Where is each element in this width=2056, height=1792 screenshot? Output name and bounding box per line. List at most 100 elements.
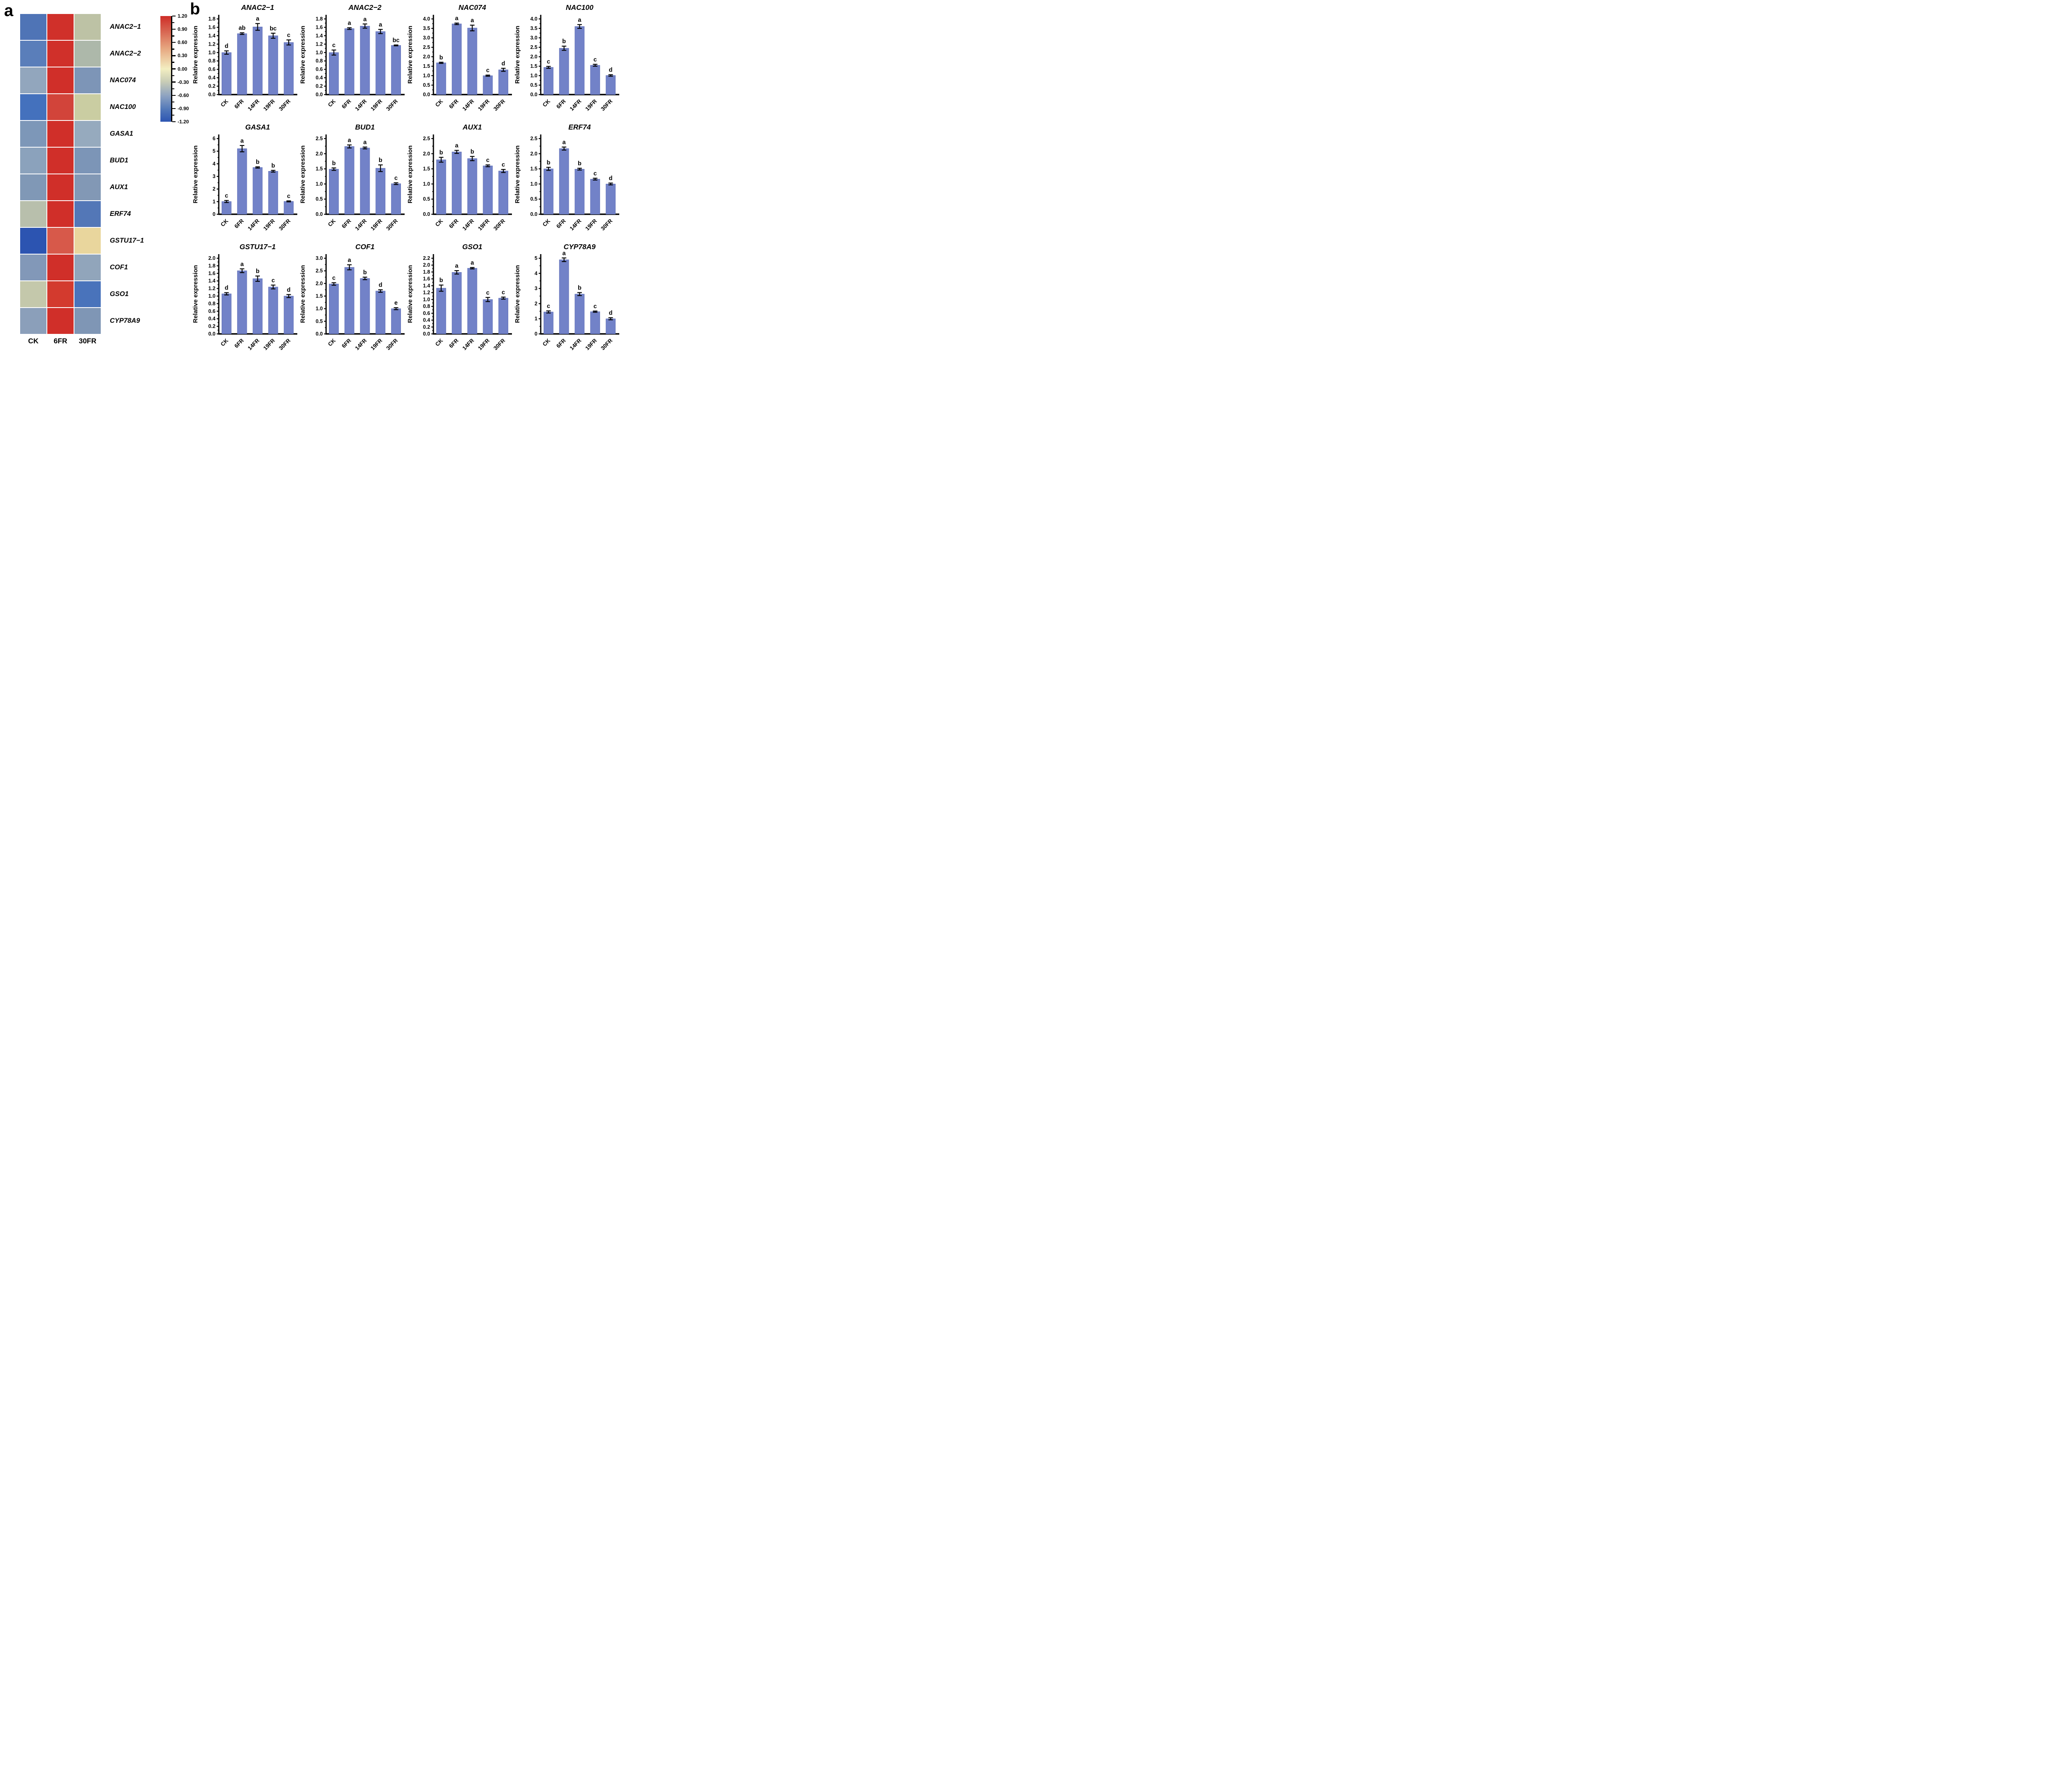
- y-tick-label: 1.6: [423, 276, 430, 282]
- sig-letter: a: [348, 20, 352, 26]
- heatmap-row-label: ERF74: [110, 210, 131, 218]
- bar: [606, 183, 616, 215]
- sig-letter: a: [348, 137, 352, 144]
- bar-chart-GASA1: GASA1 Relative expression 0 1 2 3 4 5 6 c CK a 6FR b 1…: [192, 121, 299, 241]
- x-tick-label: 30FR: [600, 337, 614, 351]
- heatmap-cell: [20, 308, 46, 334]
- y-tick-label: 2.0: [423, 54, 430, 60]
- bar: [559, 48, 569, 95]
- y-tick-label: 0.6: [316, 67, 323, 72]
- chart-title: GASA1: [245, 123, 270, 131]
- heatmap-cell: [74, 148, 101, 174]
- heatmap-cell: [47, 228, 74, 254]
- y-tick-label: 0.5: [423, 196, 430, 202]
- sig-letter: b: [546, 160, 550, 166]
- heatmap-cell: [74, 67, 101, 93]
- colorbar-tick: [172, 108, 176, 109]
- y-tick-label: 0.0: [530, 92, 537, 97]
- heatmap-cell: [20, 41, 46, 67]
- colorbar-minor-tick: [172, 88, 174, 90]
- bar: [498, 69, 509, 95]
- x-tick-label: 19FR: [477, 98, 491, 112]
- sig-letter: c: [225, 193, 228, 199]
- y-tick-label: 2.0: [208, 255, 215, 261]
- bar: [360, 25, 370, 95]
- heatmap-cell: [20, 255, 46, 280]
- x-tick-label: 14FR: [247, 98, 261, 112]
- sig-letter: d: [225, 285, 228, 292]
- y-tick-label: 1.2: [208, 286, 215, 292]
- bar: [590, 311, 600, 334]
- bar: [237, 148, 247, 215]
- sig-letter: a: [578, 17, 581, 23]
- colorbar: 1.20 0.90 0.60 0.30 0.00 -0.30 -0.60 -0.90 -1.20: [160, 13, 214, 125]
- bar: [329, 169, 339, 215]
- y-tick-label: 1.0: [530, 73, 537, 79]
- heatmap-cell: [47, 255, 74, 280]
- y-tick-label: 1.0: [316, 50, 323, 56]
- heatmap-cell: [20, 201, 46, 227]
- x-tick-label: 19FR: [584, 337, 598, 351]
- x-tick-label: CK: [220, 218, 230, 228]
- x-tick-label: 30FR: [385, 98, 399, 112]
- sig-letter: a: [241, 138, 244, 144]
- chart-title: COF1: [355, 243, 375, 251]
- heatmap-row-label: NAC100: [110, 103, 136, 111]
- colorbar-tick: [172, 95, 176, 96]
- bar-chart-svg: GSTU17−1 Relative expression 0.0 0.2 0.4 0.6 0…: [192, 243, 297, 351]
- y-tick-label: 1.5: [316, 166, 323, 172]
- sig-letter: c: [486, 157, 489, 164]
- bar-chart-svg: ERF74 Relative expression 0.0 0.5 1.0 1.5 2.0 2…: [514, 123, 619, 232]
- x-tick-label: CK: [542, 98, 552, 108]
- y-axis-title: Relative expression: [514, 146, 521, 204]
- chart-title: ANAC2−1: [241, 3, 274, 12]
- heatmap-grid-spacer: [102, 335, 144, 361]
- x-tick-label: CK: [327, 337, 337, 347]
- sig-letter: b: [562, 38, 566, 45]
- heatmap-cell: [74, 255, 101, 280]
- y-tick-label: 0.5: [530, 196, 537, 202]
- x-tick-label: 19FR: [369, 337, 383, 351]
- chart-title: ERF74: [568, 123, 591, 131]
- bar: [222, 201, 232, 215]
- x-tick-label: CK: [220, 98, 230, 108]
- bar: [544, 67, 553, 95]
- bar: [284, 296, 294, 334]
- heatmap-cell: [20, 148, 46, 174]
- colorbar-tick-label: 0.00: [178, 66, 188, 72]
- bar-chart-GSTU17−1: GSTU17−1 Relative expression 0.0 0.2 0.4 0.6 0…: [192, 241, 299, 361]
- bar-chart-NAC074: NAC074 Relative expression 0.0 0.5 1.0 1.5 2.0…: [406, 2, 514, 121]
- y-tick-label: 1.8: [208, 16, 215, 22]
- heatmap-cell: [74, 41, 101, 67]
- bar: [451, 151, 462, 215]
- bar: [436, 63, 446, 95]
- sig-letter: c: [287, 32, 290, 39]
- heatmap-col-label: CK: [28, 337, 39, 345]
- y-tick-label: 3: [213, 174, 215, 179]
- sig-letter: b: [578, 285, 581, 292]
- bar: [590, 179, 600, 215]
- bar: [606, 75, 616, 95]
- y-tick-label: 1.0: [316, 181, 323, 187]
- heatmap-cell: [20, 174, 46, 200]
- bar: [284, 42, 294, 95]
- bar: [284, 201, 294, 215]
- x-tick-label: 14FR: [354, 98, 368, 112]
- bar: [436, 288, 446, 334]
- y-tick-label: 1.0: [530, 181, 537, 187]
- sig-letter: c: [287, 193, 290, 199]
- x-tick-label: 30FR: [492, 218, 506, 232]
- y-tick-label: 1: [213, 199, 215, 204]
- y-tick-label: 2.5: [423, 44, 430, 50]
- x-tick-label: CK: [542, 337, 552, 347]
- sig-letter: a: [348, 257, 352, 264]
- y-axis-title: Relative expression: [299, 26, 306, 84]
- bar-chart-svg: NAC100 Relative expression 0.0 0.5 1.0 1.5 2.0…: [514, 3, 619, 112]
- sig-letter: d: [379, 282, 382, 289]
- bar: [606, 318, 616, 334]
- sig-letter: a: [363, 16, 367, 23]
- bar: [590, 65, 600, 95]
- colorbar-tick-label: 1.20: [178, 13, 188, 19]
- y-tick-label: 5: [535, 255, 537, 261]
- heatmap-row-label: COF1: [110, 264, 128, 271]
